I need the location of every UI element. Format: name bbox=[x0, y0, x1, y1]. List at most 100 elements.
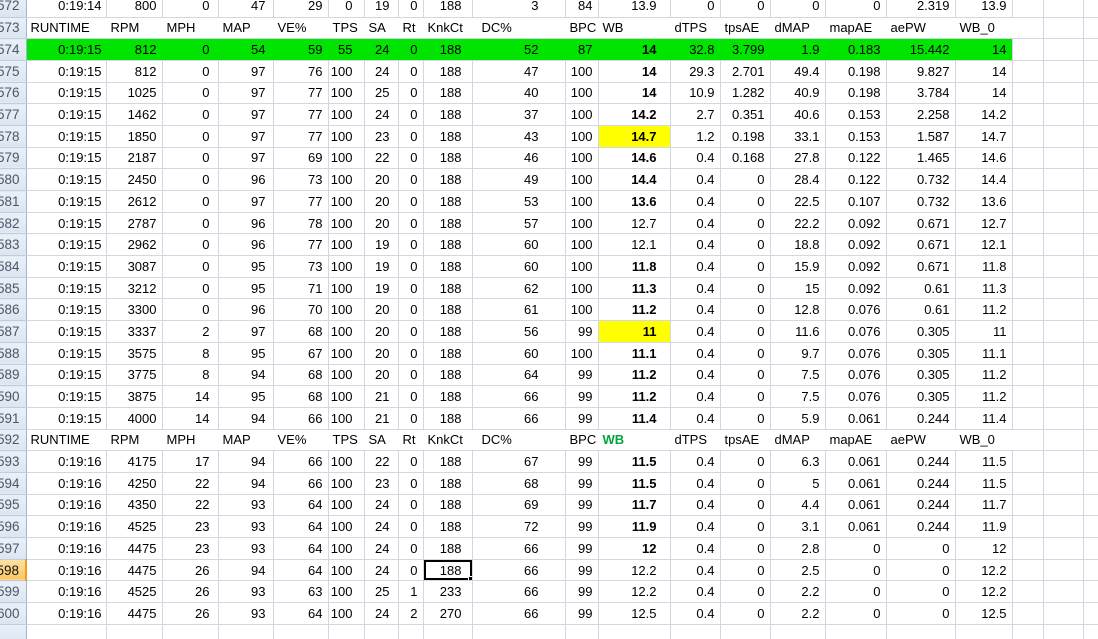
empty-cell[interactable] bbox=[1043, 277, 1084, 300]
cell[interactable]: 22 bbox=[364, 450, 399, 473]
cell[interactable]: 0 bbox=[720, 320, 771, 343]
empty-cell[interactable] bbox=[1083, 580, 1098, 604]
cell[interactable]: 24 bbox=[364, 494, 399, 517]
empty-cell[interactable] bbox=[1012, 212, 1044, 235]
cell[interactable]: 97 bbox=[218, 60, 274, 83]
cell[interactable]: 61 bbox=[472, 298, 566, 322]
cell[interactable]: 0:19:15 bbox=[26, 364, 107, 387]
cell[interactable]: 2.701 bbox=[720, 60, 771, 83]
cell[interactable]: 12.7 bbox=[598, 212, 671, 235]
cell[interactable]: 0.4 bbox=[670, 233, 721, 257]
cell[interactable]: 0:19:15 bbox=[26, 212, 107, 235]
cell[interactable]: 2787 bbox=[106, 212, 163, 235]
cell[interactable]: 100 bbox=[328, 364, 365, 387]
cell[interactable]: 66 bbox=[472, 559, 566, 582]
cell[interactable]: 0:19:16 bbox=[26, 537, 107, 560]
cell[interactable]: 4250 bbox=[106, 472, 163, 495]
cell[interactable]: 4350 bbox=[106, 494, 163, 517]
cell[interactable]: 49 bbox=[472, 168, 566, 191]
cell[interactable]: 46 bbox=[472, 147, 566, 170]
empty-cell[interactable] bbox=[1043, 537, 1084, 560]
cell[interactable]: 0 bbox=[398, 277, 424, 300]
cell[interactable]: 100 bbox=[328, 407, 365, 430]
cell[interactable]: 5.9 bbox=[770, 407, 826, 430]
empty-cell[interactable] bbox=[1012, 385, 1044, 408]
cell[interactable]: 0 bbox=[398, 450, 424, 473]
cell[interactable]: 100 bbox=[328, 320, 365, 343]
cell[interactable]: 11 bbox=[955, 320, 1013, 343]
cell[interactable]: 69 bbox=[273, 147, 329, 170]
cell[interactable]: 188 bbox=[423, 298, 473, 322]
cell[interactable]: 0.107 bbox=[825, 190, 887, 213]
cell[interactable]: 0 bbox=[720, 255, 771, 278]
cell[interactable]: 62 bbox=[472, 277, 566, 300]
empty-cell[interactable] bbox=[1043, 255, 1084, 278]
cell[interactable]: 84 bbox=[565, 0, 599, 18]
cell[interactable]: 68 bbox=[273, 320, 329, 343]
cell[interactable]: 93 bbox=[218, 580, 274, 604]
column-header-aePW[interactable]: aePW bbox=[886, 17, 955, 40]
empty-cell[interactable] bbox=[1043, 168, 1084, 191]
cell[interactable]: 43 bbox=[472, 125, 566, 148]
empty-cell[interactable] bbox=[1012, 38, 1044, 61]
empty-cell[interactable] bbox=[398, 624, 424, 639]
empty-cell[interactable] bbox=[1043, 82, 1084, 105]
empty-cell[interactable] bbox=[1012, 103, 1044, 126]
cell[interactable]: 23 bbox=[364, 125, 399, 148]
cell[interactable]: 3212 bbox=[106, 277, 163, 300]
cell[interactable]: 0.4 bbox=[670, 515, 721, 538]
cell[interactable]: 4.4 bbox=[770, 494, 826, 517]
empty-cell[interactable] bbox=[1083, 624, 1098, 639]
cell[interactable]: 99 bbox=[565, 364, 599, 387]
column-header-tpsAE[interactable]: tpsAE bbox=[720, 17, 770, 40]
column-header-DC%[interactable]: DC% bbox=[472, 17, 565, 40]
cell[interactable]: 0:19:15 bbox=[26, 298, 107, 322]
cell[interactable]: 188 bbox=[423, 342, 473, 365]
cell[interactable]: 19 bbox=[364, 255, 399, 278]
cell[interactable]: 11.5 bbox=[955, 450, 1013, 473]
cell[interactable]: 77 bbox=[273, 125, 329, 148]
cell[interactable]: 0 bbox=[398, 38, 424, 61]
cell[interactable]: 73 bbox=[273, 255, 329, 278]
row-number[interactable] bbox=[0, 624, 27, 639]
empty-cell[interactable] bbox=[1012, 429, 1044, 452]
cell[interactable]: 0.092 bbox=[825, 212, 887, 235]
cell[interactable]: 68 bbox=[273, 385, 329, 408]
cell[interactable]: 24 bbox=[364, 559, 399, 582]
empty-cell[interactable] bbox=[1043, 147, 1084, 170]
cell[interactable]: 100 bbox=[565, 190, 599, 213]
cell[interactable]: 100 bbox=[328, 298, 365, 322]
cell[interactable]: 1850 bbox=[106, 125, 163, 148]
cell[interactable]: 14.6 bbox=[955, 147, 1013, 170]
row-number[interactable]: 575 bbox=[0, 60, 27, 83]
cell[interactable]: 60 bbox=[472, 233, 566, 257]
cell[interactable]: 95 bbox=[218, 385, 274, 408]
cell[interactable]: 29 bbox=[273, 0, 329, 18]
cell[interactable]: 0.122 bbox=[825, 168, 887, 191]
column-header-KnkCt[interactable]: KnkCt bbox=[423, 17, 472, 40]
cell[interactable]: 188 bbox=[423, 233, 473, 257]
cell[interactable]: 27.8 bbox=[770, 147, 826, 170]
empty-cell[interactable] bbox=[1012, 168, 1044, 191]
cell[interactable]: 17 bbox=[162, 450, 219, 473]
cell[interactable]: 99 bbox=[565, 320, 599, 343]
cell[interactable]: 97 bbox=[218, 103, 274, 126]
column-header-WB_0[interactable]: WB_0 bbox=[955, 17, 1012, 40]
cell[interactable]: 0 bbox=[720, 580, 771, 604]
cell[interactable]: 33.1 bbox=[770, 125, 826, 148]
cell[interactable]: 0 bbox=[398, 233, 424, 257]
cell[interactable]: 0.4 bbox=[670, 537, 721, 560]
empty-cell[interactable] bbox=[1012, 494, 1044, 517]
cell[interactable]: 13.6 bbox=[955, 190, 1013, 213]
cell[interactable]: 78 bbox=[273, 212, 329, 235]
column-header-RPM[interactable]: RPM bbox=[106, 17, 162, 40]
column-header-mapAE[interactable]: mapAE bbox=[825, 429, 886, 452]
cell[interactable]: 0.305 bbox=[886, 364, 956, 387]
cell[interactable]: 25 bbox=[364, 82, 399, 105]
cell[interactable]: 4475 bbox=[106, 559, 163, 582]
cell[interactable]: 0 bbox=[162, 190, 219, 213]
cell[interactable]: 188 bbox=[423, 168, 473, 191]
cell[interactable]: 0.4 bbox=[670, 342, 721, 365]
cell[interactable]: 93 bbox=[218, 515, 274, 538]
empty-cell[interactable] bbox=[1012, 147, 1044, 170]
